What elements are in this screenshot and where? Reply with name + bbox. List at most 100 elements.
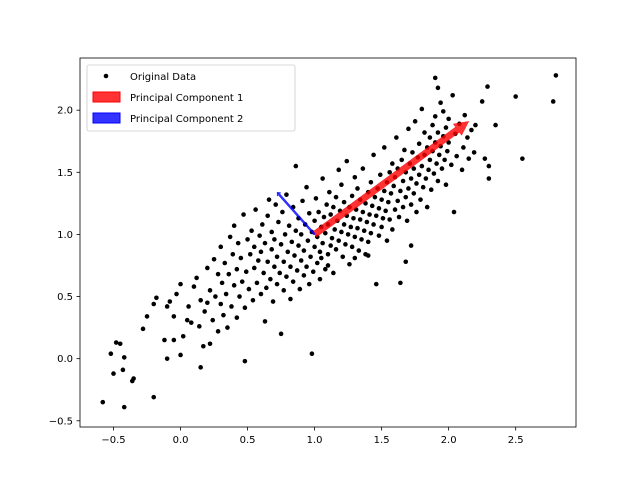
data-point [269, 229, 275, 235]
data-point [520, 156, 525, 161]
data-point [221, 312, 226, 318]
data-point [327, 189, 332, 195]
data-point [174, 291, 179, 297]
data-point [486, 176, 492, 181]
data-point [281, 288, 287, 293]
x-axis: −0.5 0.0 0.5 1.0 1.5 2.0 2.5 [101, 427, 524, 446]
data-point [309, 351, 315, 357]
data-point [162, 337, 167, 343]
data-point [251, 265, 257, 271]
data-point [446, 140, 451, 145]
data-point [352, 234, 358, 240]
data-point [257, 233, 262, 238]
data-point [439, 166, 445, 171]
data-point [298, 232, 304, 237]
data-point [402, 147, 407, 153]
data-point [313, 196, 319, 201]
data-point [435, 130, 441, 135]
data-point [399, 157, 405, 163]
data-point [312, 218, 317, 224]
data-point [255, 258, 261, 263]
data-point [400, 204, 406, 210]
data-point [550, 99, 556, 104]
data-point [300, 198, 305, 204]
x-tick-label: 1.5 [374, 435, 390, 446]
data-point [465, 135, 470, 140]
data-point [194, 275, 199, 281]
data-point [513, 94, 518, 99]
data-point [270, 299, 276, 304]
data-point [432, 75, 438, 81]
data-point [178, 281, 183, 287]
data-point [276, 219, 281, 225]
data-point [264, 285, 269, 291]
data-point [178, 352, 183, 358]
data-point [325, 263, 331, 268]
legend: Original Data Principal Component 1 Prin… [86, 64, 296, 132]
data-point [367, 212, 372, 217]
data-point [384, 238, 390, 243]
data-point [331, 270, 336, 276]
data-point [371, 222, 376, 227]
data-point [306, 281, 312, 287]
data-point [377, 172, 383, 178]
data-point [205, 300, 210, 306]
data-point [274, 254, 280, 260]
data-point [117, 341, 123, 347]
data-point [308, 254, 313, 260]
y-tick-label: 0.5 [57, 292, 73, 303]
data-point [262, 240, 268, 246]
data-point [184, 317, 190, 323]
data-point [296, 243, 301, 248]
data-point [344, 158, 350, 164]
data-point [227, 234, 233, 240]
data-point [386, 199, 391, 205]
data-point [451, 209, 457, 215]
data-point [440, 109, 446, 114]
data-point [268, 276, 273, 282]
x-tick-label: 2.5 [508, 435, 524, 446]
data-point [333, 247, 339, 252]
data-point [357, 217, 363, 222]
data-point [428, 187, 434, 192]
data-point [442, 157, 447, 163]
data-point [321, 214, 327, 220]
data-point [360, 209, 366, 215]
data-point [382, 145, 387, 150]
data-point [355, 186, 360, 191]
data-point [293, 163, 299, 169]
data-point [390, 227, 395, 232]
data-point [164, 304, 170, 309]
data-point [363, 201, 368, 206]
data-point [164, 356, 170, 361]
data-point [284, 274, 289, 279]
legend-label-pc2: Principal Component 2 [130, 114, 243, 125]
data-point [371, 152, 376, 158]
data-point [306, 211, 312, 216]
data-point [234, 315, 240, 320]
data-point [332, 227, 338, 232]
data-point [278, 242, 284, 247]
data-point [368, 230, 374, 236]
data-point [191, 284, 197, 289]
data-point [356, 248, 362, 253]
data-point [265, 213, 270, 219]
data-point [319, 255, 324, 261]
data-point [230, 252, 236, 257]
axes-frame [79, 57, 577, 428]
data-point [373, 281, 379, 287]
data-point [341, 199, 347, 205]
data-point [331, 204, 336, 210]
data-point [286, 223, 292, 229]
data-point [215, 329, 221, 334]
x-tick-label: 1.0 [307, 435, 323, 446]
data-point [328, 243, 333, 248]
data-point [438, 100, 443, 106]
data-point [466, 156, 472, 161]
data-point [434, 161, 439, 166]
data-point [351, 215, 356, 221]
data-point [290, 279, 296, 284]
data-point [461, 145, 466, 150]
data-point [243, 269, 249, 275]
data-point [285, 249, 291, 255]
